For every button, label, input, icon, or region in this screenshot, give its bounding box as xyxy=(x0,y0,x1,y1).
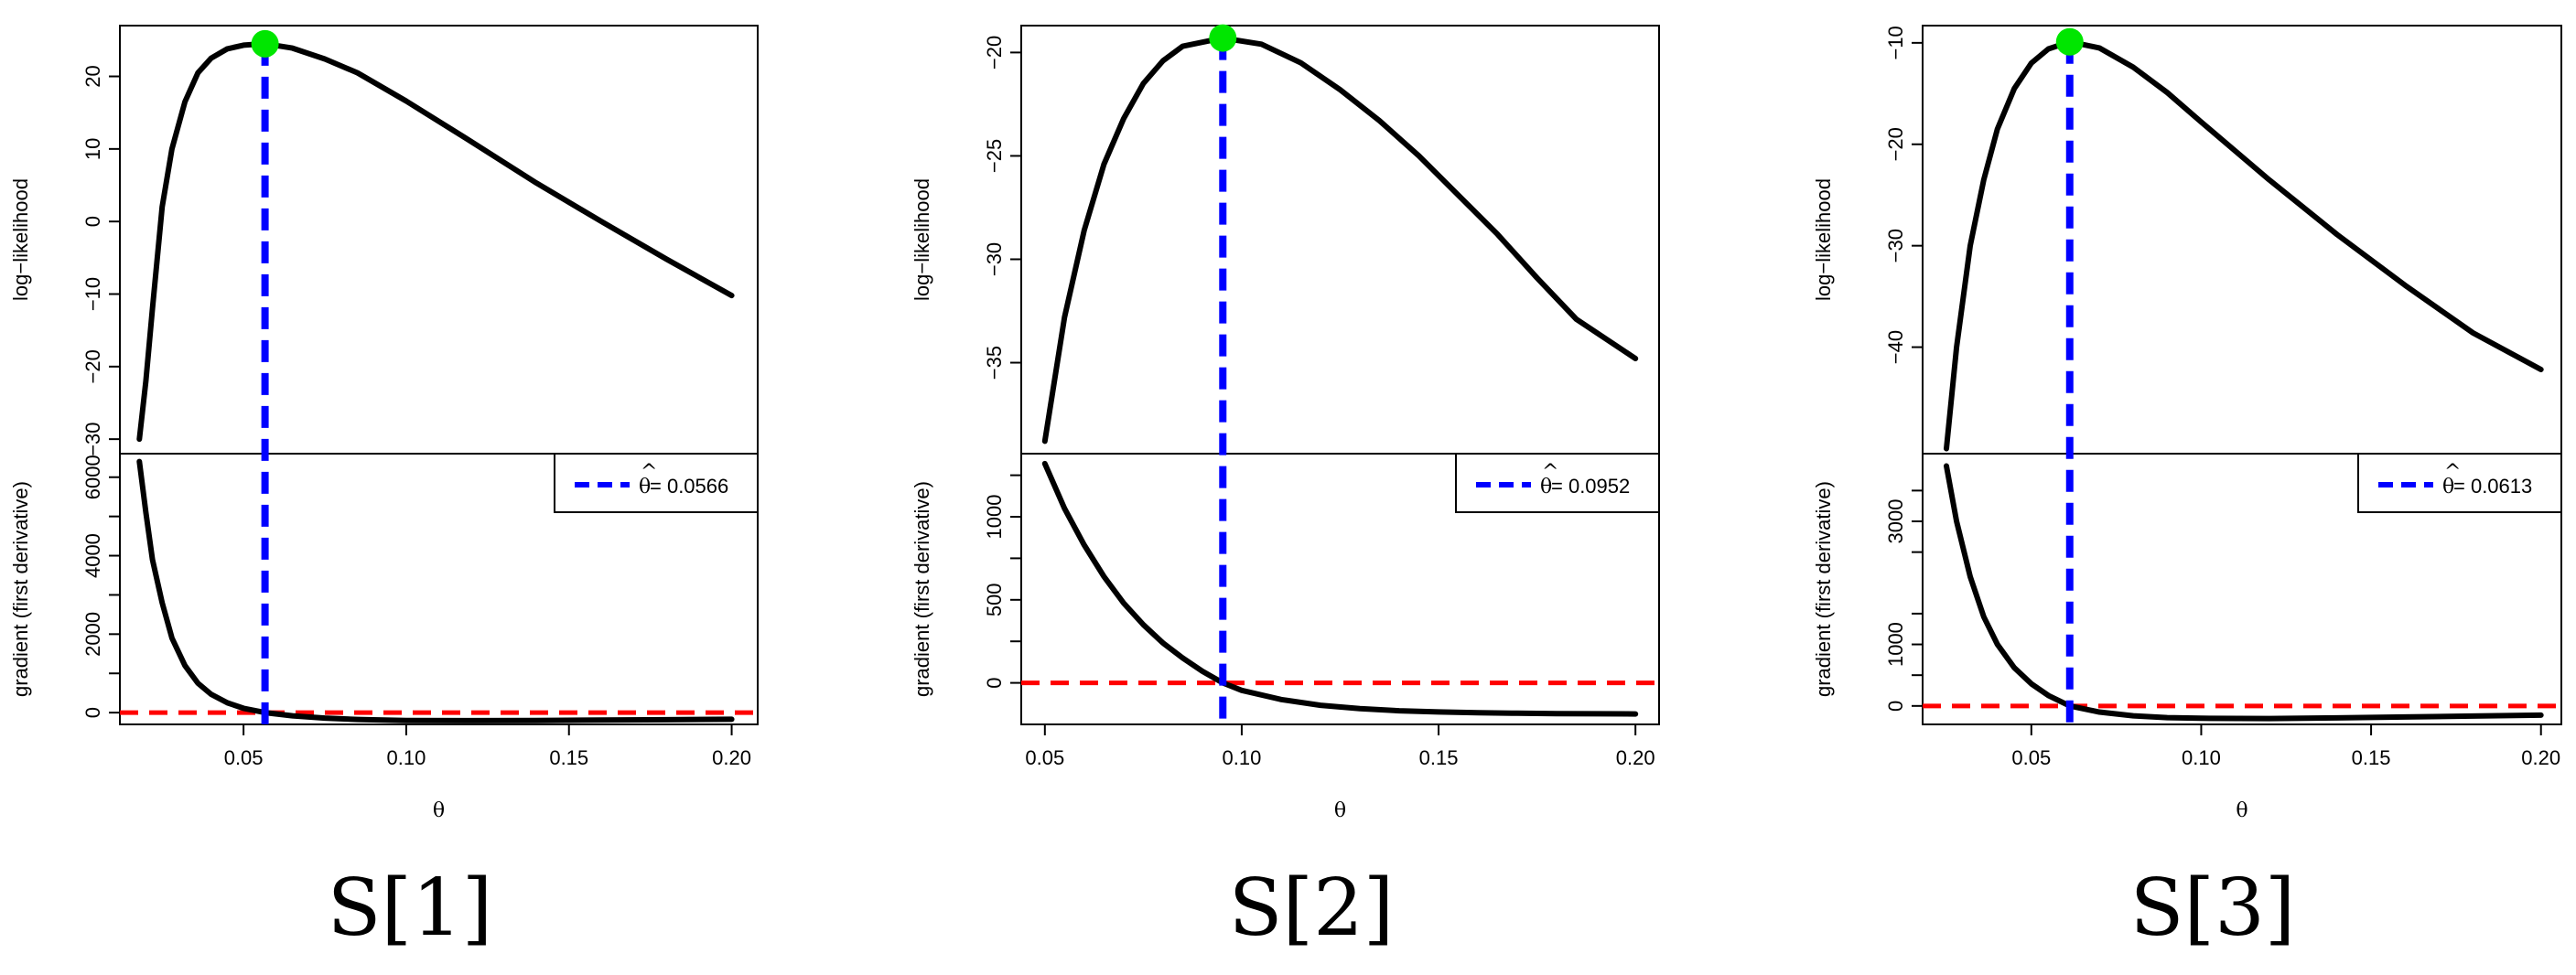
top-ytick-label: 20 xyxy=(81,65,104,87)
max-point xyxy=(251,29,279,58)
bottom-ytick-label: 500 xyxy=(983,583,1006,616)
bottom-plot-frame xyxy=(119,453,759,725)
panel-1: −30 −20 −10 0 10 20 log−likelihood 0 2000 4000 600… xyxy=(9,25,759,954)
xtick-label: 0.20 xyxy=(712,746,751,769)
xtick-label: 0.05 xyxy=(224,746,264,769)
top-plot-frame xyxy=(119,25,759,455)
bottom-ytick-label: 2000 xyxy=(81,612,104,657)
legend: ^θ = 0.0952 xyxy=(1455,453,1660,513)
xtick-label: 0.20 xyxy=(1616,746,1655,769)
top-ytick-label: −40 xyxy=(1884,330,1907,364)
bottom-ytick-label: 1000 xyxy=(983,495,1006,540)
legend-hat: ^ xyxy=(1542,461,1558,484)
top-plot-frame xyxy=(1922,25,2562,455)
max-point xyxy=(1209,24,1237,52)
top-ytick-label: −25 xyxy=(983,139,1006,173)
gradient-curve xyxy=(1041,460,1639,717)
top-ytick-label: −20 xyxy=(1884,127,1907,161)
bottom-plot-frame xyxy=(1020,453,1660,725)
top-ytick-label: −10 xyxy=(81,277,104,311)
top-ytick-label: −35 xyxy=(983,346,1006,380)
top-ytick-label: −30 xyxy=(983,242,1006,276)
legend: ^θ = 0.0566 xyxy=(554,453,759,513)
panel-3: −40 −30 −20 −10 log−likelihood 0 1000 3000 gradi… xyxy=(1812,25,2562,954)
gradient-curve xyxy=(136,458,735,723)
top-ylabel: log−likelihood xyxy=(911,178,933,301)
xtick-label: 0.15 xyxy=(2352,746,2391,769)
xtick-label: 0.05 xyxy=(1025,746,1064,769)
top-ytick-label: −30 xyxy=(1884,229,1907,262)
log-likelihood-curve xyxy=(136,40,735,443)
top-ytick-label: −20 xyxy=(983,36,1006,70)
bottom-ytick-label: 0 xyxy=(1884,701,1907,712)
top-ytick-label: 10 xyxy=(81,138,104,160)
legend-value: = 0.0613 xyxy=(2453,475,2532,498)
top-ylabel: log−likelihood xyxy=(1812,178,1835,301)
legend-theta: θ xyxy=(1540,476,1552,498)
top-ytick-label: 0 xyxy=(81,216,104,227)
bottom-ytick-label: 3000 xyxy=(1884,499,1907,544)
xtick-label: 0.10 xyxy=(1223,746,1262,769)
bottom-plot-frame xyxy=(1922,453,2562,725)
legend-box xyxy=(1455,453,1660,513)
xtick-label: 0.10 xyxy=(2182,746,2221,769)
top-ytick-label: −10 xyxy=(1884,26,1907,59)
legend-theta: θ xyxy=(2442,476,2454,498)
top-ylabel: log−likelihood xyxy=(9,178,32,301)
log-likelihood-curve xyxy=(1944,38,2544,452)
bottom-ytick-label: 4000 xyxy=(81,533,104,578)
legend-value: = 0.0566 xyxy=(650,475,728,498)
bottom-ylabel: gradient (first derivative) xyxy=(1812,481,1835,697)
panel-caption: S[3] xyxy=(2130,862,2296,954)
xlabel: θ xyxy=(1334,799,1346,822)
bottom-ylabel: gradient (first derivative) xyxy=(9,481,32,697)
xtick-label: 0.05 xyxy=(2011,746,2051,769)
legend-hat: ^ xyxy=(2444,461,2461,484)
xtick-label: 0.15 xyxy=(1419,746,1459,769)
bottom-ytick-label: 1000 xyxy=(1884,622,1907,667)
panel-caption: S[2] xyxy=(1229,862,1395,954)
xlabel: θ xyxy=(2236,799,2247,822)
top-ytick-label: −20 xyxy=(81,349,104,383)
log-likelihood-curve xyxy=(1041,35,1639,445)
legend-value: = 0.0952 xyxy=(1551,475,1630,498)
legend-theta: θ xyxy=(639,476,651,498)
xtick-label: 0.15 xyxy=(549,746,588,769)
xlabel: θ xyxy=(433,799,445,822)
top-ytick-label: −30 xyxy=(81,422,104,455)
max-point xyxy=(2055,27,2084,56)
legend: ^θ = 0.0613 xyxy=(2357,453,2562,513)
bottom-ytick-label: 0 xyxy=(983,677,1006,688)
bottom-ytick-label: 0 xyxy=(81,707,104,718)
xtick-label: 0.20 xyxy=(2521,746,2560,769)
bottom-ylabel: gradient (first derivative) xyxy=(911,481,933,697)
legend-hat: ^ xyxy=(641,461,657,484)
panel-2: −35 −30 −25 −20 log−likelihood 0 500 1000 gradie… xyxy=(911,24,1660,954)
gradient-curve xyxy=(1944,463,2544,722)
bottom-ytick-label: 6000 xyxy=(81,455,104,499)
xtick-label: 0.10 xyxy=(387,746,426,769)
panel-caption: S[1] xyxy=(328,862,493,954)
